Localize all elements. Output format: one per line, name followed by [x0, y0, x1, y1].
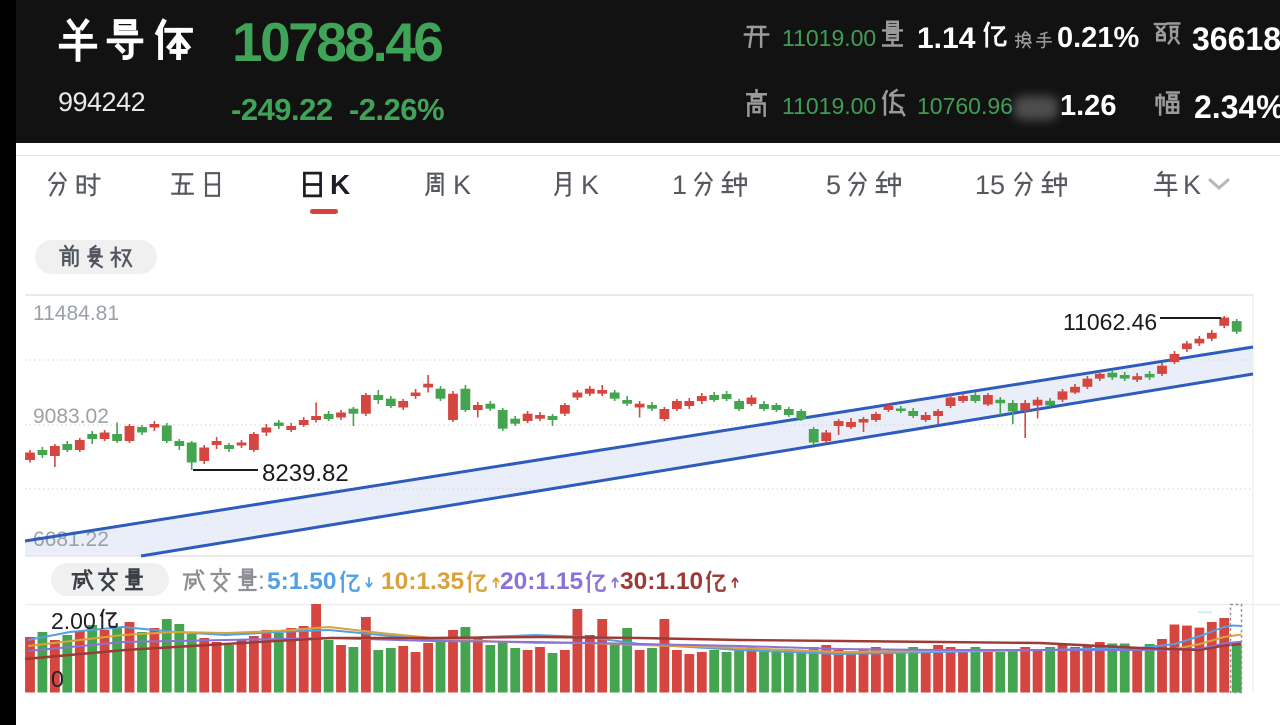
- svg-text:9083.02: 9083.02: [33, 405, 109, 428]
- svg-text:8239.82: 8239.82: [262, 460, 349, 487]
- svg-text:6681.22: 6681.22: [33, 528, 109, 551]
- svg-text:2.00: 2.00: [51, 608, 96, 634]
- svg-text:11062.46: 11062.46: [1063, 309, 1157, 335]
- svg-text:0: 0: [51, 666, 64, 692]
- svg-text:11484.81: 11484.81: [33, 302, 119, 325]
